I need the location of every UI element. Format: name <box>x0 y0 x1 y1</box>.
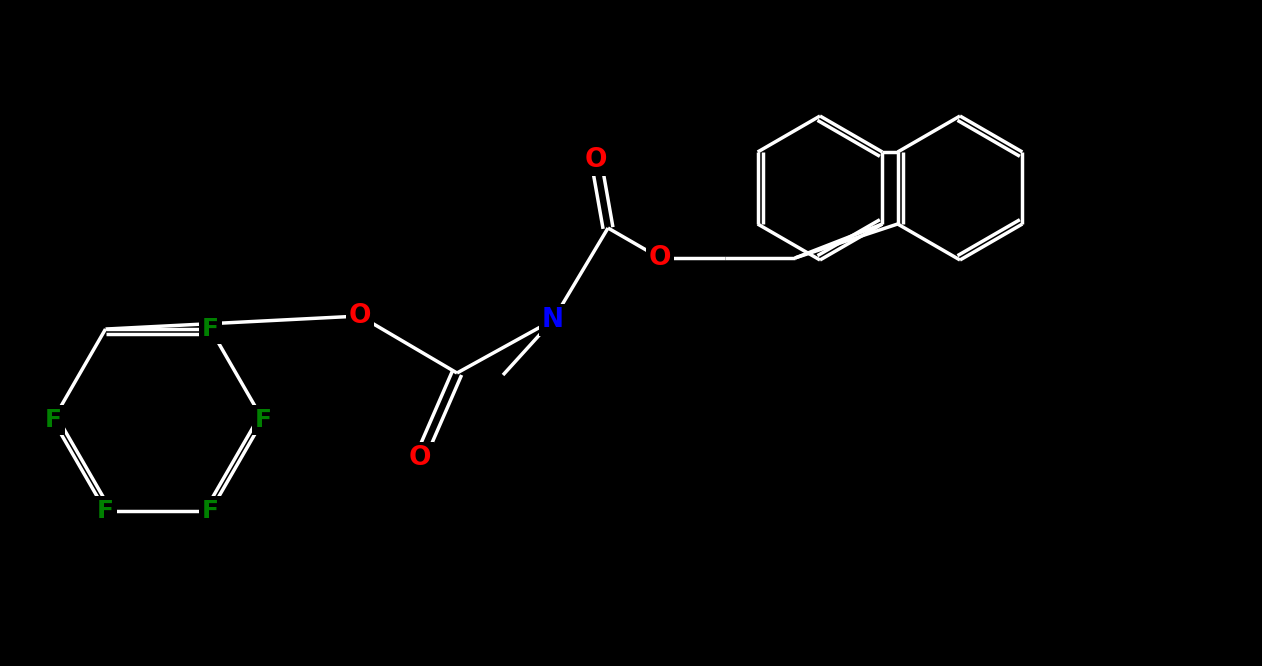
Text: O: O <box>584 147 607 173</box>
Text: F: F <box>44 408 62 432</box>
Text: F: F <box>202 499 220 523</box>
Text: O: O <box>649 245 671 271</box>
Text: F: F <box>255 408 271 432</box>
Text: O: O <box>409 445 432 471</box>
Text: O: O <box>348 303 371 329</box>
Text: F: F <box>202 317 220 341</box>
Text: F: F <box>97 499 114 523</box>
Text: N: N <box>541 307 564 333</box>
